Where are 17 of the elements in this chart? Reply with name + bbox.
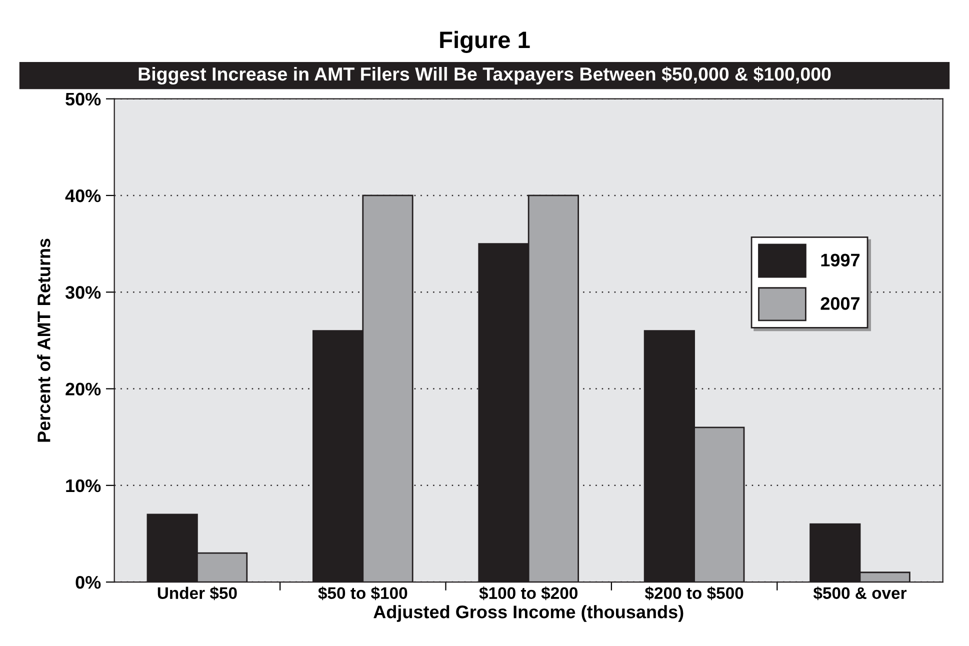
y-tick-label: 10% <box>66 479 101 492</box>
x-axis-title: Adjusted Gross Income (thousands) <box>374 605 684 622</box>
y-tick-label: 0% <box>76 576 101 589</box>
chart-subtitle: Biggest Increase in AMT Filers Will Be Taxpayers Between $50,000 & $100,000 <box>138 66 831 85</box>
x-tick-label: Under $50 <box>158 586 237 600</box>
y-tick-label: 20% <box>66 382 101 396</box>
y-tick-label: 40% <box>65 189 101 202</box>
legend-label: 2007 <box>820 297 860 310</box>
x-tick-label: $100 to $200 <box>479 586 578 600</box>
y-axis-title: Percent of AMT Returns <box>37 238 50 442</box>
chart-title: Figure 1 <box>440 30 530 54</box>
y-tick-label: 50% <box>66 92 101 106</box>
x-tick-label: $200 to $500 <box>644 586 744 600</box>
x-tick-label: $500 & over <box>813 586 907 600</box>
legend-label: 1997 <box>821 254 860 266</box>
x-tick-label: $50 to $100 <box>318 586 408 600</box>
y-tick-label: 30% <box>65 286 101 299</box>
